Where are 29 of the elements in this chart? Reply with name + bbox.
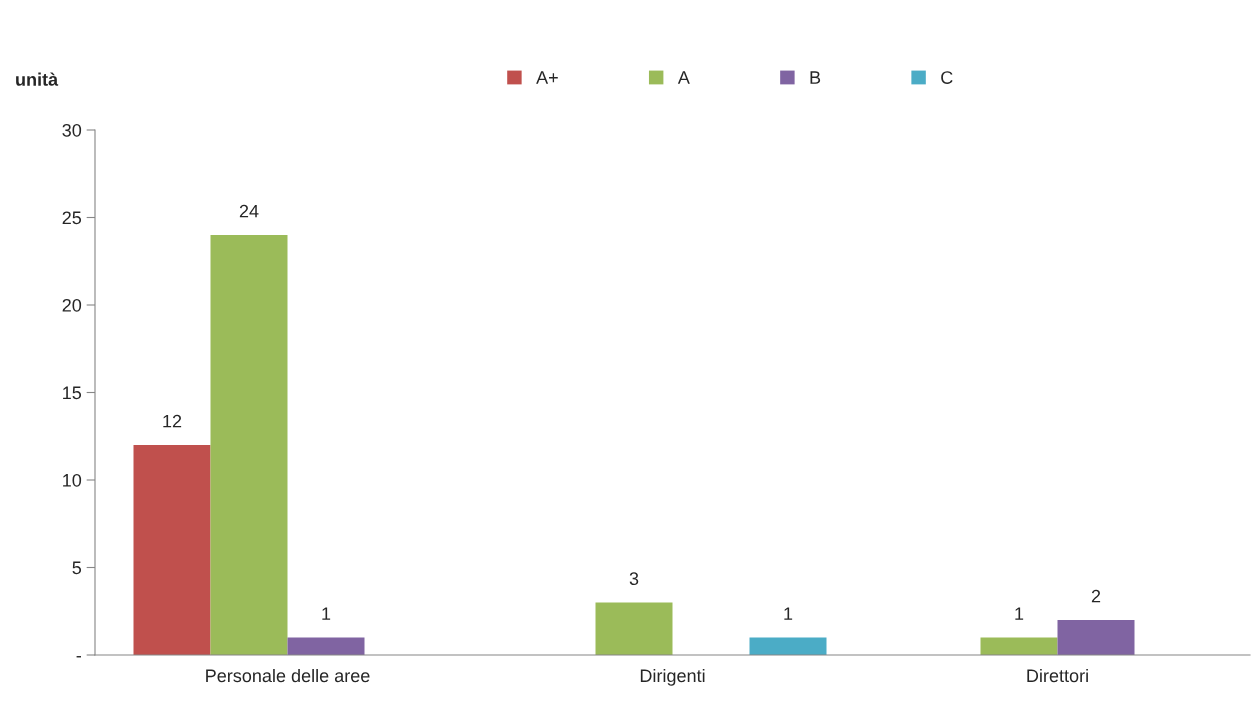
bar: [1057, 620, 1135, 655]
data-label: 12: [163, 414, 182, 428]
legend-label: B: [810, 71, 821, 84]
bar: [980, 637, 1058, 655]
x-tick-label: Direttori: [1027, 668, 1088, 683]
y-tick-label: 25: [62, 211, 82, 225]
data-label: 24: [239, 204, 259, 218]
legend-label: C: [941, 71, 953, 84]
bar: [749, 637, 827, 655]
legend-label: A: [677, 71, 690, 84]
data-label: 2: [1091, 589, 1101, 603]
data-label: 3: [629, 572, 639, 586]
x-tick-label: Dirigenti: [640, 668, 705, 686]
data-label: 1: [1015, 607, 1024, 620]
bar: [595, 602, 673, 655]
y-axis-title: unità: [16, 72, 59, 86]
bar: [287, 637, 365, 655]
y-tick-label: 30: [62, 123, 82, 137]
legend-label: A+: [536, 71, 558, 84]
y-tick-label: 20: [62, 298, 82, 312]
bar: [133, 445, 211, 655]
x-tick-label: Personale delle aree: [206, 668, 370, 683]
data-label: 1: [322, 607, 331, 620]
y-tick-label: 10: [63, 473, 82, 487]
bar: [210, 235, 288, 655]
y-tick-label: 15: [63, 386, 82, 400]
y-tick-label: -: [76, 656, 81, 658]
data-label: 1: [784, 607, 793, 620]
y-tick-label: 5: [72, 561, 82, 575]
